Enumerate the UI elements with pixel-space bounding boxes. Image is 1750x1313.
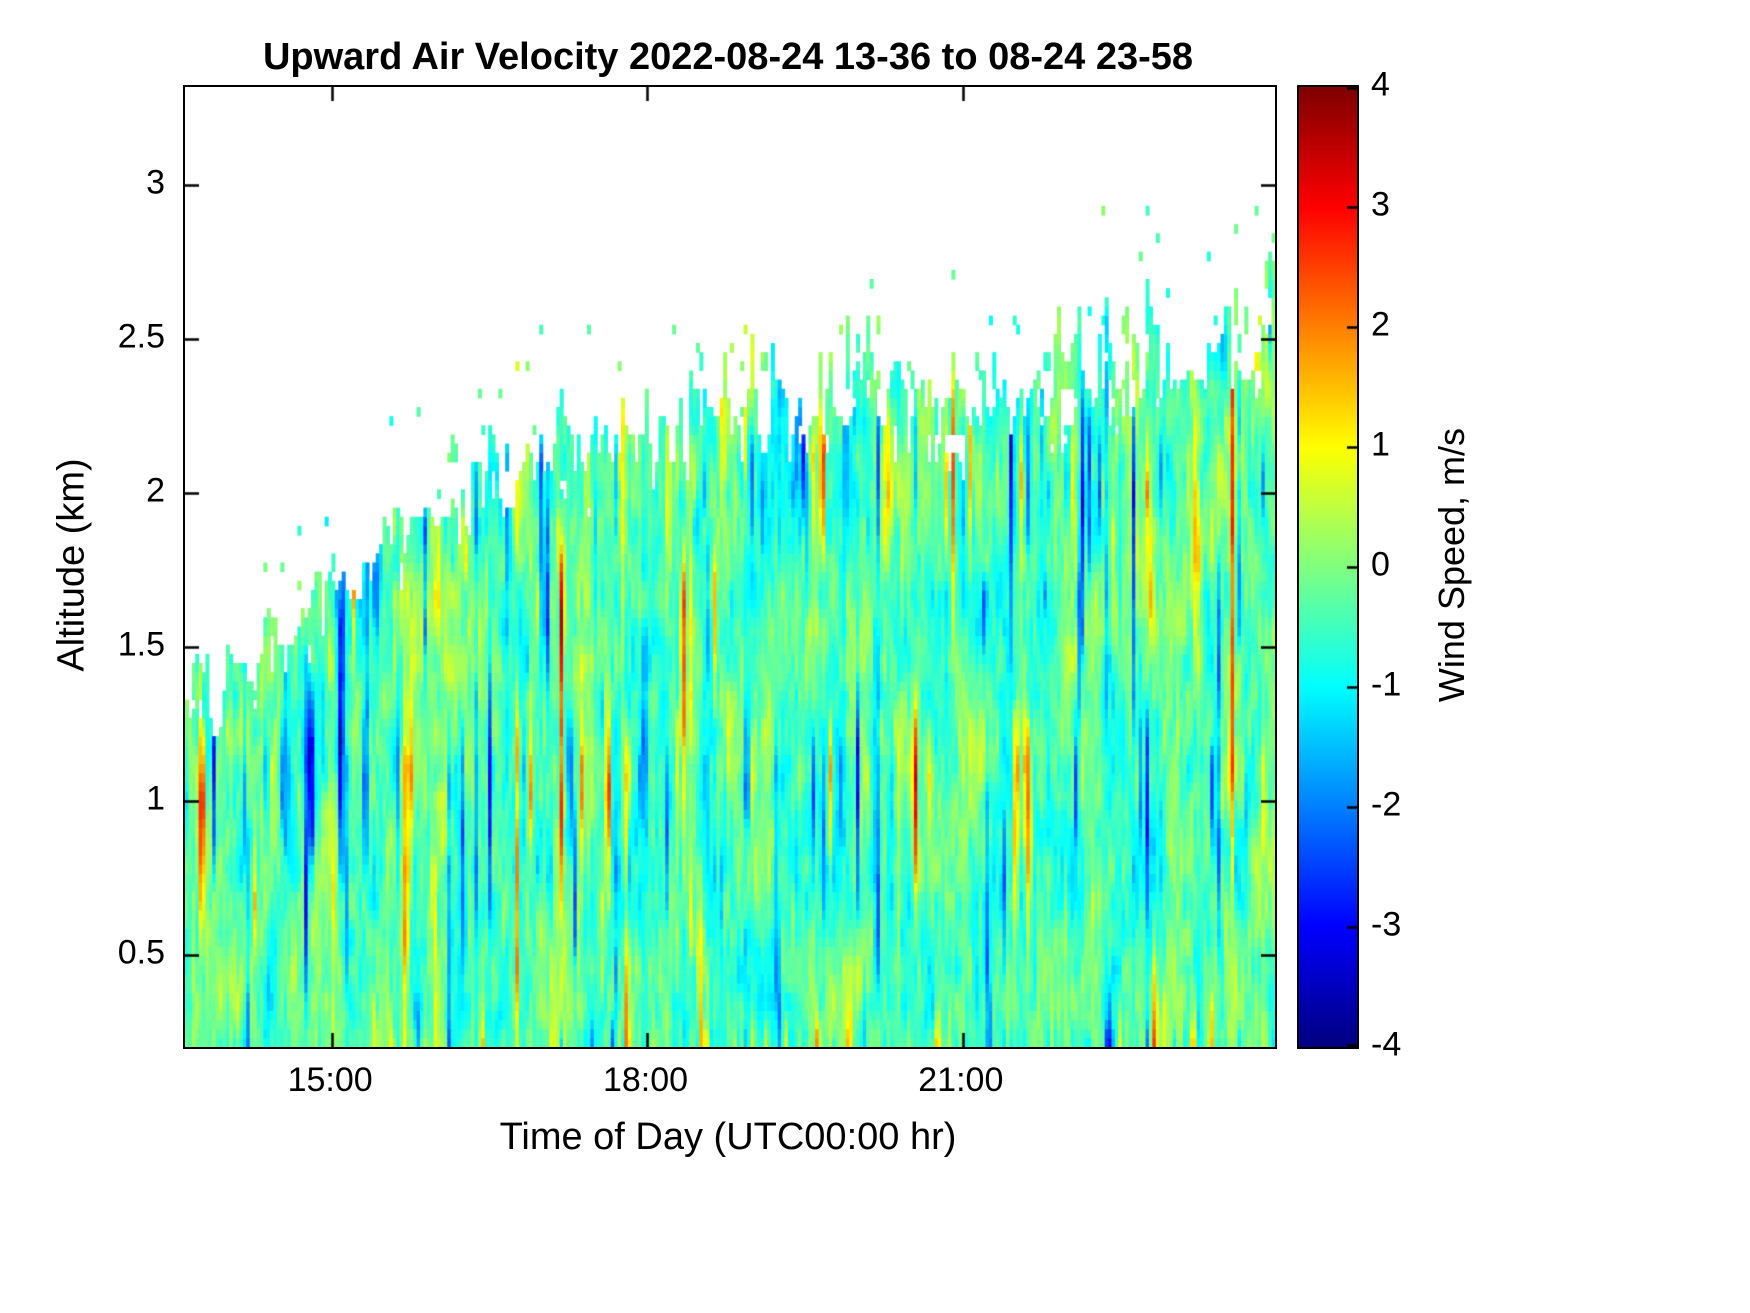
colorbar-tick-label: -2: [1371, 785, 1402, 824]
plot-area: [183, 85, 1277, 1049]
x-tick-label: 18:00: [602, 1061, 689, 1099]
axes-ticks-canvas: [185, 87, 1275, 1047]
colorbar-tick-label: 4: [1371, 65, 1390, 104]
colorbar-tick-label: -3: [1371, 905, 1402, 944]
y-tick-label: 0.5: [117, 933, 165, 972]
colorbar-canvas: [1299, 87, 1357, 1047]
colorbar-tick-label: 3: [1371, 185, 1390, 224]
colorbar: [1297, 85, 1359, 1049]
x-tick-label: 21:00: [918, 1061, 1004, 1099]
x-axis-label: Time of Day (UTC00:00 hr): [499, 1116, 957, 1158]
y-tick-label: 1: [146, 779, 165, 818]
colorbar-tick-label: -4: [1371, 1025, 1402, 1064]
colorbar-label: Wind Speed, m/s: [1431, 427, 1472, 703]
y-tick-label: 1.5: [117, 625, 165, 664]
x-tick-label: 15:00: [287, 1061, 373, 1099]
colorbar-tick-label: 1: [1371, 425, 1390, 464]
y-axis-label: Altitude (km): [50, 458, 93, 672]
colorbar-tick-label: -1: [1371, 665, 1402, 704]
y-tick-label: 2: [146, 471, 165, 510]
y-tick-label: 2.5: [117, 317, 165, 356]
chart-title: Upward Air Velocity 2022-08-24 13-36 to …: [262, 36, 1194, 78]
colorbar-tick-label: 0: [1371, 545, 1390, 584]
y-tick-label: 3: [146, 163, 165, 202]
colorbar-tick-label: 2: [1371, 305, 1390, 344]
